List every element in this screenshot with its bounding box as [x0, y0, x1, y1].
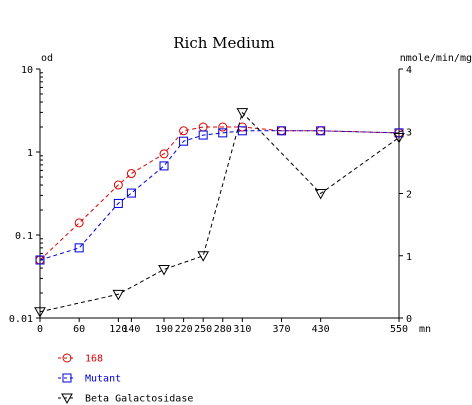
plot-area: [34, 108, 405, 318]
x-tick-label: 190: [155, 324, 173, 335]
data-point: [35, 255, 45, 265]
data-point: [218, 128, 228, 138]
legend-marker: [61, 393, 73, 405]
legend-item: Beta Galactosidase: [58, 393, 193, 405]
series-1: [35, 126, 404, 265]
y-left-tick-label: 10: [21, 65, 33, 76]
legend-label: Mutant: [85, 374, 121, 385]
y-left-tick-label: 0.1: [15, 231, 33, 242]
series-2: [34, 108, 405, 318]
x-tick-label: 370: [272, 324, 290, 335]
legend-label: Beta Galactosidase: [85, 394, 193, 405]
x-tick-label: 250: [194, 324, 212, 335]
y-right-tick-label: 2: [406, 190, 412, 201]
data-point: [158, 264, 170, 276]
data-point: [113, 180, 123, 190]
legend-item: 168: [58, 353, 103, 365]
data-point: [393, 132, 405, 144]
legend-marker: [62, 353, 72, 363]
data-point: [126, 169, 136, 179]
x-tick-label: 310: [233, 324, 251, 335]
x-tick-label: 120: [109, 324, 127, 335]
data-point: [314, 189, 327, 200]
data-point: [277, 126, 287, 136]
y-right-tick-label: 3: [406, 127, 412, 138]
legend-item: Mutant: [58, 373, 121, 385]
data-point: [113, 198, 123, 208]
data-point: [34, 307, 46, 318]
data-point: [159, 161, 169, 171]
legend-label: 168: [85, 354, 103, 365]
x-tick-label: 280: [214, 324, 232, 335]
data-point: [197, 251, 210, 262]
x-tick-label: 430: [312, 324, 330, 335]
data-point: [316, 126, 326, 136]
series-line: [39, 111, 400, 313]
data-point: [112, 289, 125, 301]
y-right-tick-label: 4: [406, 65, 412, 76]
legend-marker: [62, 373, 72, 383]
series-line: [39, 126, 400, 261]
x-tick-label: 220: [175, 324, 193, 335]
data-point: [198, 130, 208, 140]
y-right-tick-label: 0: [406, 314, 412, 325]
legend: 168 Mutant Beta Galactosidase: [58, 353, 193, 405]
x-tick-label: 60: [73, 324, 85, 335]
y-right-tick-label: 1: [406, 252, 412, 263]
data-point: [74, 243, 84, 253]
chart-title: Rich Medium: [173, 34, 274, 52]
data-point: [394, 128, 404, 138]
data-point: [179, 126, 189, 136]
x-tick-label: 550: [390, 324, 408, 335]
x-tick-label: 140: [122, 324, 140, 335]
y-left-tick-label: 0.01: [9, 314, 33, 325]
data-point: [218, 122, 228, 132]
series-0: [35, 122, 404, 265]
y-left-tick-label: 1: [27, 148, 33, 159]
y-left-unit-label: od: [41, 53, 53, 64]
series-line: [39, 130, 400, 261]
x-unit-label: mn: [419, 324, 431, 335]
data-point: [198, 122, 208, 132]
data-point: [159, 149, 169, 159]
x-tick-label: 0: [37, 324, 43, 335]
data-point: [126, 188, 136, 198]
data-point: [236, 108, 249, 119]
y-right-unit-label: nmole/min/mg: [400, 53, 472, 64]
data-point: [74, 218, 84, 228]
data-point: [237, 126, 247, 136]
data-point: [179, 136, 189, 146]
